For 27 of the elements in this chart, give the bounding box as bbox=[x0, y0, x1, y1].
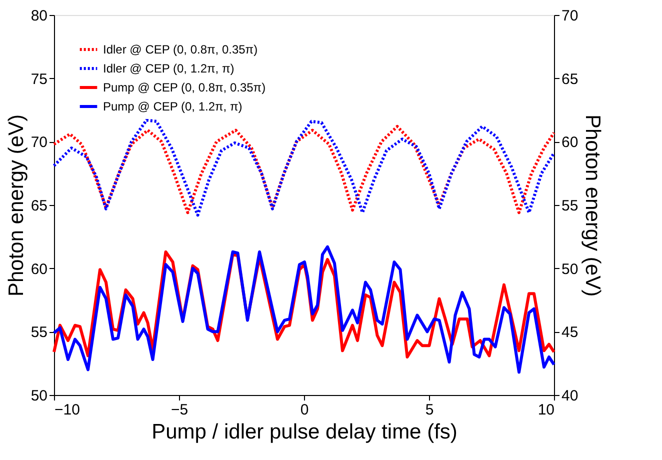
y2-tick-label: 55 bbox=[562, 198, 578, 214]
y-tick-label: 65 bbox=[30, 198, 48, 214]
y-tick-label: 75 bbox=[30, 70, 48, 88]
y-tick-label: 80 bbox=[30, 8, 48, 24]
x-tick-label: 10 bbox=[538, 402, 554, 418]
line-series bbox=[52, 245, 556, 374]
y2-tick-label: 70 bbox=[562, 8, 578, 24]
x-tick-label: −10 bbox=[54, 402, 80, 418]
y2-axis-title: Photon energy (eV) bbox=[581, 114, 604, 297]
legend-label: Idler @ CEP (0, 1.2π, π) bbox=[103, 62, 234, 76]
y2-tick-label: 45 bbox=[562, 324, 578, 342]
y-tick-label: 55 bbox=[30, 324, 48, 342]
x-tick-label: 0 bbox=[300, 402, 309, 418]
legend-label: Idler @ CEP (0, 0.8π, 0.35π) bbox=[103, 42, 258, 56]
y-tick-label: 60 bbox=[30, 260, 48, 278]
y2-tick-label: 40 bbox=[562, 388, 578, 404]
y2-tick-label: 65 bbox=[562, 70, 578, 88]
y-tick-label: 50 bbox=[30, 388, 48, 404]
x-tick-label: 5 bbox=[425, 402, 434, 418]
legend-label: Pump @ CEP (0, 0.8π, 0.35π) bbox=[103, 80, 266, 94]
y2-tick-label: 50 bbox=[562, 260, 578, 278]
y-tick-label: 70 bbox=[30, 134, 48, 152]
y-axis-title: Photon energy (eV) bbox=[4, 114, 28, 297]
x-axis-title: Pump / idler pulse delay time (fs) bbox=[152, 420, 458, 444]
y2-tick-label: 60 bbox=[562, 134, 578, 152]
x-tick-label: −5 bbox=[170, 402, 188, 418]
legend-label: Pump @ CEP (0, 1.2π, π) bbox=[103, 100, 242, 114]
